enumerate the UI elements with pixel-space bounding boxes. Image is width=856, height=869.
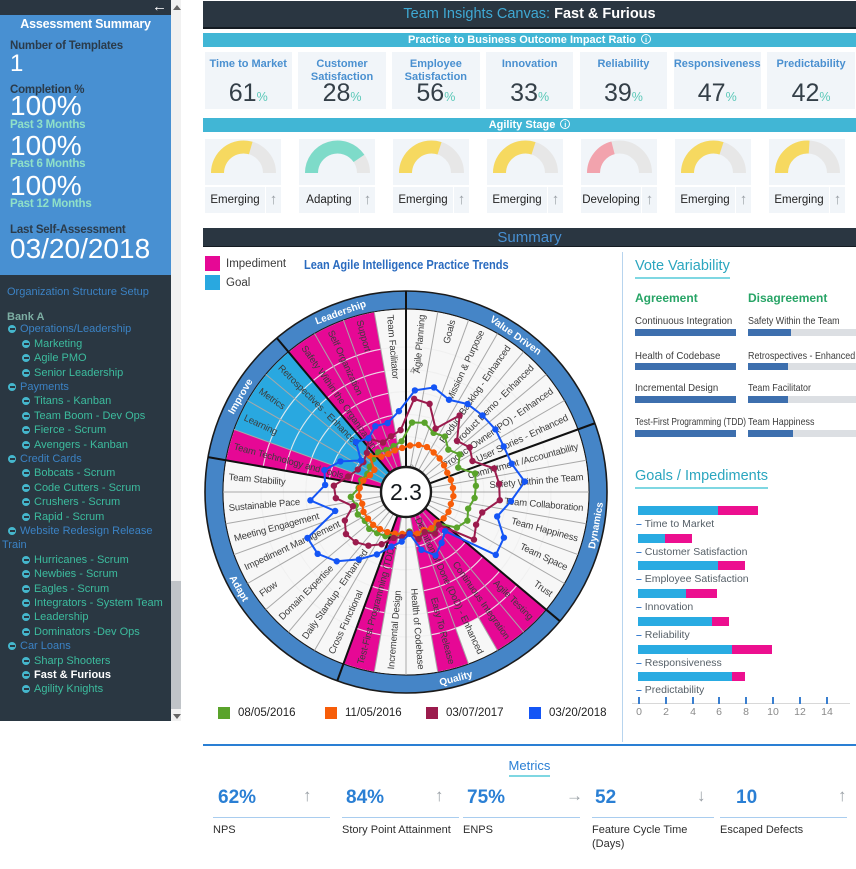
svg-text:4: 4	[410, 365, 415, 375]
svg-text:Team Stability: Team Stability	[228, 472, 286, 488]
svg-text:Agile Planning: Agile Planning	[412, 314, 428, 373]
svg-text:2.3: 2.3	[390, 479, 422, 505]
